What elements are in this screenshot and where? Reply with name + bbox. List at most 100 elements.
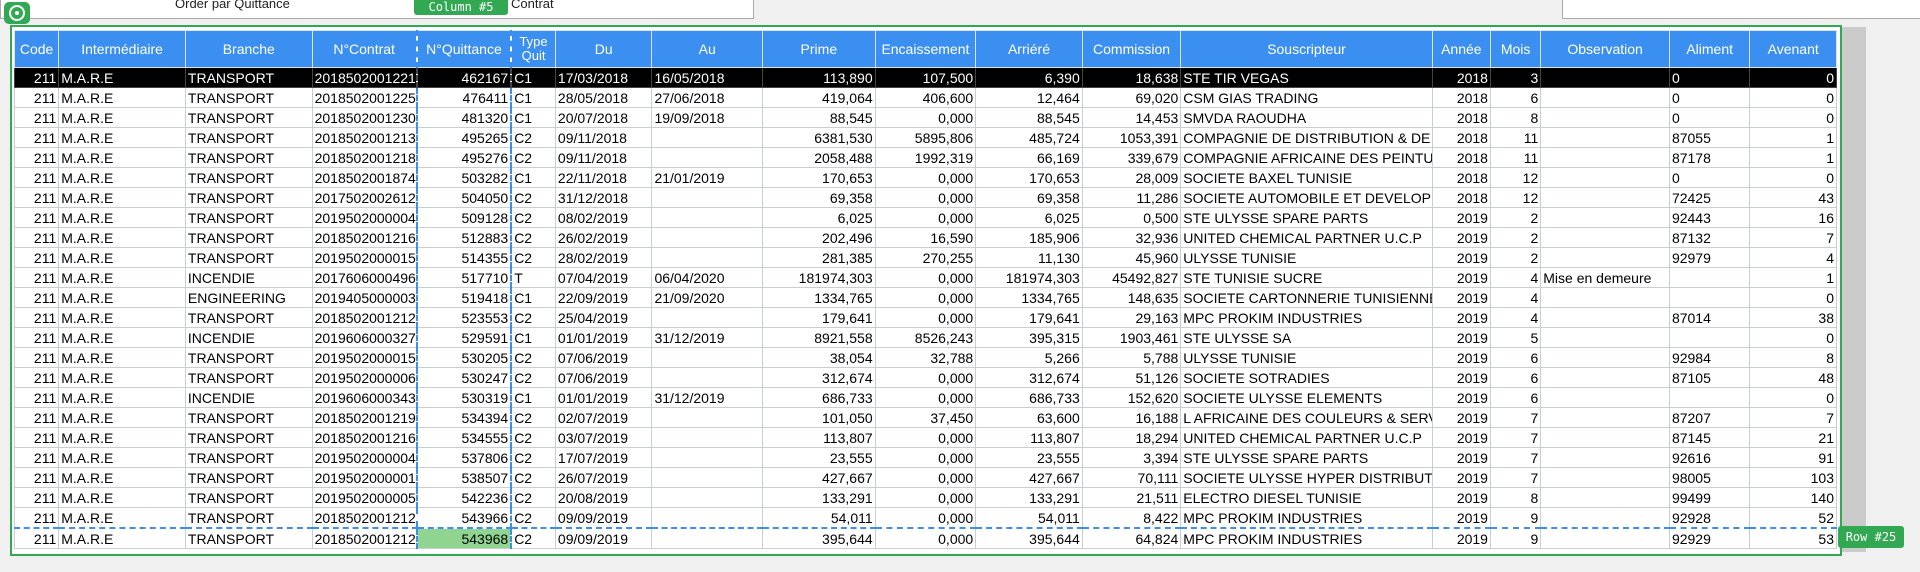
table-cell[interactable]	[651, 507, 764, 529]
table-cell[interactable]: 19/09/2018	[651, 107, 764, 128]
table-cell[interactable]: 87207	[1668, 407, 1751, 428]
table-cell[interactable]: C1	[510, 167, 556, 188]
table-cell[interactable]: M.A.R.E	[58, 327, 186, 348]
table-cell[interactable]: 22/11/2018	[554, 167, 653, 188]
table-cell[interactable]: TRANSPORT	[184, 227, 313, 248]
table-cell[interactable]: 16	[1749, 207, 1837, 228]
column-header[interactable]: N°Contrat	[311, 30, 418, 68]
table-row[interactable]: 211 M.A.R.E TRANSPORT 2018502001218 495276 C2…	[13, 147, 1837, 168]
table-cell[interactable]: 38,054	[762, 347, 876, 368]
table-cell[interactable]: 9	[1489, 507, 1542, 529]
table-cell[interactable]: C2	[510, 347, 556, 368]
table-cell[interactable]: 523553	[415, 307, 513, 328]
table-cell[interactable]: M.A.R.E	[58, 367, 186, 388]
table-cell[interactable]: 530319	[415, 387, 513, 408]
table-row[interactable]: 211 M.A.R.E TRANSPORT 2019502000015 530205 C2…	[13, 347, 1837, 368]
table-cell[interactable]	[1540, 427, 1670, 448]
table-cell[interactable]: 0,500	[1081, 207, 1182, 228]
table-cell[interactable]: M.A.R.E	[58, 107, 186, 128]
table-cell[interactable]: C2	[510, 407, 556, 428]
table-cell[interactable]: 12	[1489, 187, 1542, 208]
table-cell[interactable]: 1334,765	[975, 287, 1083, 308]
table-cell[interactable]	[651, 207, 764, 228]
table-cell[interactable]: TRANSPORT	[184, 147, 313, 168]
column-header[interactable]: Au	[651, 30, 764, 68]
column-header[interactable]: Code	[13, 30, 60, 68]
table-cell[interactable]: 0	[1668, 167, 1751, 188]
table-cell[interactable]: TRANSPORT	[184, 347, 313, 368]
table-cell[interactable]: 495276	[415, 147, 513, 168]
table-cell[interactable]: 48	[1749, 367, 1837, 388]
table-cell[interactable]: 92979	[1668, 247, 1751, 268]
table-cell[interactable]	[1540, 167, 1670, 188]
table-cell[interactable]: 2018502001213	[311, 127, 418, 148]
table-cell[interactable]: 6	[1489, 347, 1542, 368]
table-cell[interactable]	[651, 447, 764, 468]
table-cell[interactable]: 8,422	[1081, 507, 1182, 529]
table-cell[interactable]: 113,807	[762, 427, 876, 448]
table-cell[interactable]: C2	[510, 487, 556, 508]
table-cell[interactable]: 2019502000006	[311, 367, 418, 388]
table-cell[interactable]: C2	[510, 227, 556, 248]
table-row[interactable]: 211 M.A.R.E TRANSPORT 2018502001225 476411 C1…	[13, 87, 1837, 108]
table-cell[interactable]: 2018502001212	[311, 527, 418, 549]
table-cell[interactable]: TRANSPORT	[184, 507, 313, 529]
table-cell[interactable]: 686,733	[762, 387, 876, 408]
table-cell[interactable]: 534555	[415, 427, 513, 448]
table-cell[interactable]: 5,266	[975, 347, 1083, 368]
table-cell[interactable]: 2019	[1431, 267, 1491, 288]
table-cell[interactable]: 11,130	[975, 247, 1083, 268]
table-cell[interactable]: 1053,391	[1081, 127, 1182, 148]
column-header[interactable]: Prime	[762, 30, 876, 68]
table-cell[interactable]: SOCIETE BAXEL TUNISIE	[1180, 167, 1433, 188]
table-cell[interactable]: 99499	[1668, 487, 1751, 508]
table-cell[interactable]: SOCIETE ULYSSE HYPER DISTRIBUTIO	[1180, 467, 1433, 488]
table-cell[interactable]: 7	[1489, 407, 1542, 428]
table-cell[interactable]: 09/09/2019	[554, 527, 653, 549]
table-row[interactable]: 211 M.A.R.E TRANSPORT 2019502000005 542236 C2…	[13, 487, 1837, 508]
table-cell[interactable]: 107,500	[874, 67, 977, 88]
table-cell[interactable]: STE ULYSSE SPARE PARTS	[1180, 447, 1433, 468]
table-cell[interactable]: 1	[1749, 267, 1837, 288]
table-cell[interactable]: 2018	[1431, 107, 1491, 128]
table-cell[interactable]: 87014	[1668, 307, 1751, 328]
table-cell[interactable]	[651, 147, 764, 168]
table-cell[interactable]: 211	[13, 407, 60, 428]
table-cell[interactable]: 0,000	[874, 507, 977, 529]
table-cell[interactable]: C1	[510, 327, 556, 348]
table-cell[interactable]	[1540, 367, 1670, 388]
column-header[interactable]: Année	[1431, 30, 1491, 68]
table-cell[interactable]: 427,667	[762, 467, 876, 488]
table-cell[interactable]: 70,111	[1081, 467, 1182, 488]
table-cell[interactable]: 28/02/2019	[554, 247, 653, 268]
table-cell[interactable]: 1992,319	[874, 147, 977, 168]
table-cell[interactable]: 11,286	[1081, 187, 1182, 208]
table-cell[interactable]: TRANSPORT	[184, 467, 313, 488]
table-cell[interactable]: 45,960	[1081, 247, 1182, 268]
table-cell[interactable]: 8	[1489, 107, 1542, 128]
table-cell[interactable]: M.A.R.E	[58, 127, 186, 148]
table-cell[interactable]: 2018502001212	[311, 507, 418, 529]
table-cell[interactable]: MPC PROKIM INDUSTRIES	[1180, 507, 1433, 529]
table-cell[interactable]: 512883	[415, 227, 513, 248]
table-cell[interactable]: COMPAGNIE AFRICAINE DES PEINTU	[1180, 147, 1433, 168]
column-header[interactable]: Aliment	[1668, 30, 1751, 68]
table-cell[interactable]: 64,824	[1081, 527, 1182, 549]
table-row[interactable]: 211 M.A.R.E TRANSPORT 2019502000004 509128 C2…	[13, 207, 1837, 228]
table-cell[interactable]: 9	[1489, 527, 1542, 549]
table-cell[interactable]: M.A.R.E	[58, 227, 186, 248]
table-cell[interactable]: 2019	[1431, 207, 1491, 228]
table-cell[interactable]: 2	[1489, 207, 1542, 228]
table-cell[interactable]: 32,936	[1081, 227, 1182, 248]
table-cell[interactable]: 31/12/2018	[554, 187, 653, 208]
table-cell[interactable]: 29,163	[1081, 307, 1182, 328]
table-cell[interactable]: 211	[13, 367, 60, 388]
table-cell[interactable]	[1540, 507, 1670, 529]
table-cell[interactable]	[651, 307, 764, 328]
table-cell[interactable]: 152,620	[1081, 387, 1182, 408]
table-cell[interactable]	[1540, 107, 1670, 128]
table-cell[interactable]: 0,000	[874, 207, 977, 228]
table-cell[interactable]: 88,545	[762, 107, 876, 128]
table-cell[interactable]: 2019	[1431, 407, 1491, 428]
table-cell[interactable]: M.A.R.E	[58, 387, 186, 408]
